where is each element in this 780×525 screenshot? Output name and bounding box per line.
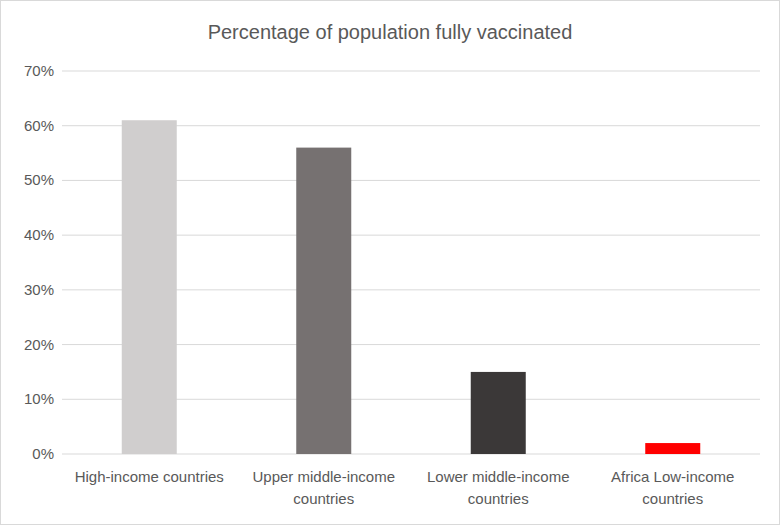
chart-title: Percentage of population fully vaccinate…	[208, 21, 573, 43]
x-tick-label: High-income countries	[75, 468, 224, 485]
y-tick-label: 20%	[24, 336, 54, 353]
x-tick-label: Upper middle-income countries	[252, 468, 395, 507]
x-tick-label: Lower middle-income countries	[427, 468, 570, 507]
x-tick-label-line: High-income countries	[75, 468, 224, 485]
grid	[62, 71, 760, 454]
bar	[296, 148, 351, 454]
bar	[645, 443, 700, 454]
bar	[122, 120, 177, 454]
x-tick-label-line: Upper middle-income	[252, 468, 395, 485]
x-tick-label: Africa Low-income countries	[611, 468, 734, 507]
y-tick-label: 40%	[24, 226, 54, 243]
x-tick-label-line: countries	[468, 490, 529, 507]
chart: Percentage of population fully vaccinate…	[0, 0, 780, 525]
y-tick-label: 60%	[24, 117, 54, 134]
bars	[122, 120, 701, 454]
x-tick-label-line: countries	[642, 490, 703, 507]
y-tick-label: 50%	[24, 171, 54, 188]
y-tick-label: 10%	[24, 390, 54, 407]
y-tick-label: 70%	[24, 62, 54, 79]
grid-line	[62, 71, 760, 72]
x-tick-label-line: Africa Low-income	[611, 468, 734, 485]
x-tick-label-line: countries	[293, 490, 354, 507]
y-tick-label: 30%	[24, 281, 54, 298]
chart-frame	[1, 1, 780, 525]
y-tick-label: 0%	[32, 445, 54, 462]
x-tick-label-line: Lower middle-income	[427, 468, 570, 485]
bar	[471, 372, 526, 454]
